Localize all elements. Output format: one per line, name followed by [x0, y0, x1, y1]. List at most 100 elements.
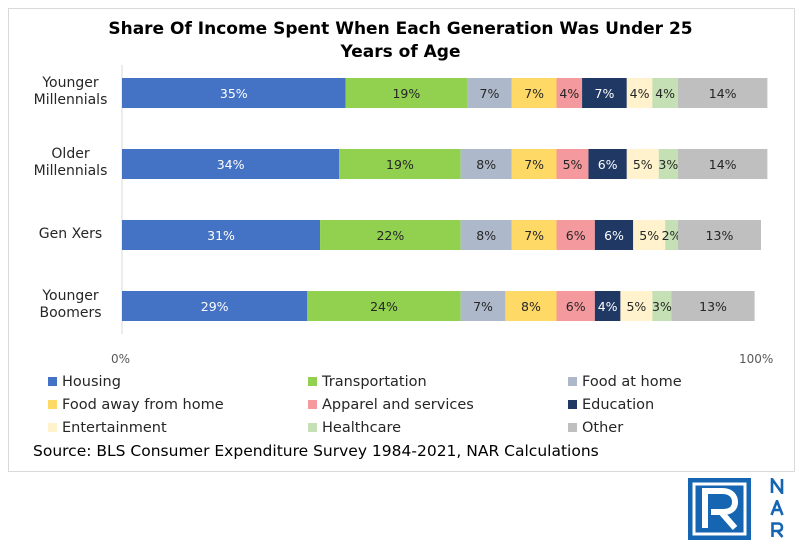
- data-label: 7%: [524, 157, 544, 172]
- category-label: Gen Xers: [18, 226, 123, 243]
- bar-segment: [505, 291, 557, 321]
- legend-item: Housing: [48, 372, 121, 392]
- category-label: Younger Boomers: [18, 288, 123, 322]
- data-label: 7%: [595, 86, 615, 101]
- bar-segment: [320, 220, 461, 250]
- data-label: 6%: [566, 228, 586, 243]
- bar-segment: [467, 78, 512, 108]
- bar-segment: [556, 78, 583, 108]
- data-label: 7%: [524, 86, 544, 101]
- source-note: Source: BLS Consumer Expenditure Survey …: [33, 442, 599, 460]
- legend-swatch: [568, 422, 577, 432]
- stacked-bar-plot: 35% 19% 7% 7% 4% 7% 4% 4% 14% 34% 19% 8% 7% 5% 6% 5% 3% 1…: [121, 65, 768, 334]
- data-label: 19%: [392, 86, 420, 101]
- bar-segment: [582, 78, 627, 108]
- data-label: 3%: [658, 157, 678, 172]
- data-label: 5%: [563, 157, 583, 172]
- data-label: 14%: [709, 86, 737, 101]
- data-label: 13%: [699, 299, 727, 314]
- legend-item: Transportation: [308, 372, 427, 392]
- legend-item: Healthcare: [308, 418, 401, 438]
- legend-item: Other: [568, 418, 623, 438]
- bar-segment: [122, 149, 340, 179]
- bar-segment: [633, 220, 666, 250]
- legend-label: Apparel and services: [322, 397, 474, 413]
- bar-segment: [677, 149, 768, 179]
- data-label: 7%: [480, 86, 500, 101]
- category-label-line: Older: [51, 146, 90, 162]
- legend-label: Food at home: [582, 374, 682, 390]
- bar-segment: [658, 149, 678, 179]
- legend-item: Food at home: [568, 372, 682, 392]
- data-label: 22%: [376, 228, 404, 243]
- data-label: 5%: [626, 299, 646, 314]
- bar-segment: [677, 220, 761, 250]
- category-label-line: Younger: [42, 75, 99, 91]
- data-label: 7%: [524, 228, 544, 243]
- legend-swatch: [308, 399, 317, 409]
- legend-label: Food away from home: [62, 397, 224, 413]
- data-label: 35%: [220, 86, 248, 101]
- chart-title-line-1: Share Of Income Spent When Each Generati…: [108, 19, 693, 39]
- bar-segment: [307, 291, 461, 321]
- nar-letter-n: [767, 474, 787, 498]
- bar-segment: [122, 78, 346, 108]
- chart-title-line-2: Years of Age: [340, 42, 461, 62]
- data-label: 5%: [633, 157, 653, 172]
- legend-swatch: [568, 399, 577, 409]
- legend-label: Transportation: [322, 374, 427, 390]
- data-label: 6%: [566, 299, 586, 314]
- category-label-line: Boomers: [39, 305, 102, 321]
- data-label: 6%: [598, 157, 618, 172]
- legend-swatch: [308, 422, 317, 432]
- bar-segment: [460, 149, 512, 179]
- bar-segment: [511, 78, 557, 108]
- bar-segment: [556, 220, 595, 250]
- data-label: 4%: [630, 86, 650, 101]
- legend-label: Other: [582, 420, 624, 436]
- data-label: 4%: [559, 86, 579, 101]
- legend-swatch: [48, 422, 57, 432]
- data-label: 24%: [370, 299, 398, 314]
- bar-segment: [677, 78, 768, 108]
- data-label: 31%: [207, 228, 235, 243]
- category-label-line: Gen Xers: [38, 225, 103, 242]
- bar-segment: [122, 291, 308, 321]
- data-label: 3%: [652, 299, 672, 314]
- nar-letter-a: [767, 497, 787, 520]
- legend-swatch: [568, 376, 577, 386]
- nar-r-glyph: [692, 482, 747, 536]
- bar-segment: [511, 220, 557, 250]
- data-label: 14%: [709, 157, 737, 172]
- chart-title: Share Of Income Spent When Each Generati…: [8, 18, 793, 64]
- bar-segment: [460, 291, 506, 321]
- bar-segment: [665, 220, 678, 250]
- x-tick-label: 100%: [739, 352, 774, 366]
- legend-label: Housing: [62, 374, 121, 390]
- legend-swatch: [48, 376, 57, 386]
- data-label: 5%: [639, 228, 659, 243]
- bar-segment: [620, 291, 653, 321]
- category-label-line: Millennials: [33, 163, 108, 179]
- bar-segment: [339, 149, 461, 179]
- data-label: 34%: [217, 157, 245, 172]
- legend-item: Education: [568, 395, 654, 415]
- legend-label: Education: [582, 397, 655, 413]
- bar-segment: [594, 291, 621, 321]
- bar-segment: [626, 149, 659, 179]
- legend-item: Food away from home: [48, 395, 224, 415]
- legend-label: Healthcare: [322, 420, 402, 436]
- category-label-line: Younger: [42, 288, 99, 304]
- data-label: 8%: [521, 299, 541, 314]
- bar-segment: [626, 78, 653, 108]
- bar-segment: [594, 220, 634, 250]
- bar-segment: [652, 78, 678, 108]
- data-label: 29%: [201, 299, 229, 314]
- bar-segment: [671, 291, 755, 321]
- legend-swatch: [48, 399, 57, 409]
- category-label-line: Millennials: [33, 92, 108, 108]
- data-label: 6%: [604, 228, 624, 243]
- legend-label: Entertainment: [62, 420, 167, 436]
- category-label: Older Millennials: [18, 146, 123, 180]
- data-label: 8%: [476, 157, 496, 172]
